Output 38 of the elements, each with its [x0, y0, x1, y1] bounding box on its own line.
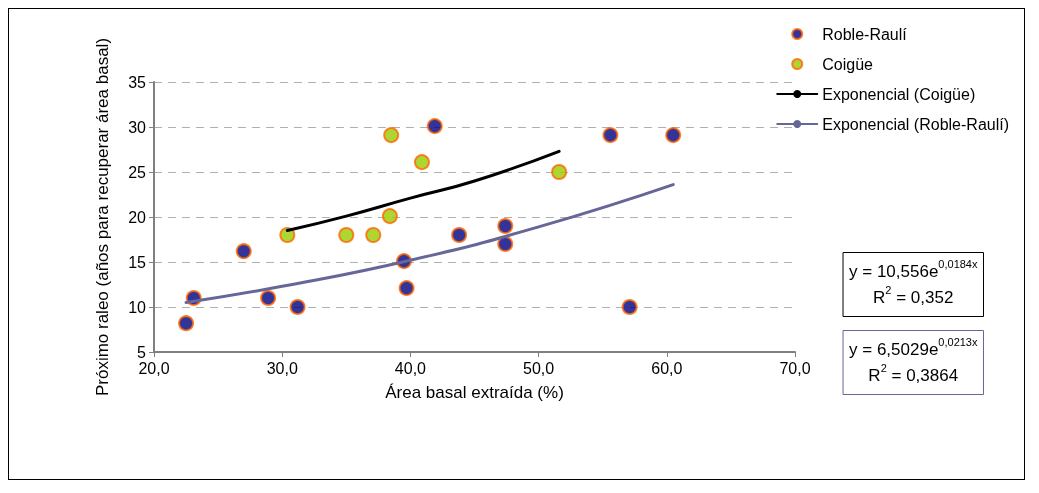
y-axis-title: Próximo raleo (años para recuperar área basal): [92, 37, 112, 397]
x-tick-label: 30,0: [266, 359, 298, 377]
point: [413, 154, 430, 171]
legend-label: Roble-Raulí: [822, 25, 908, 43]
legend-label: Coigüe: [822, 55, 874, 73]
y-tick-label: 5: [137, 343, 147, 361]
point: [621, 299, 638, 315]
point: [665, 127, 682, 144]
point: [338, 227, 355, 243]
point: [497, 218, 514, 234]
x-tick-label: 50,0: [523, 359, 555, 377]
y-tick-label: 20: [128, 208, 147, 226]
point: [235, 243, 252, 260]
point: [426, 118, 443, 135]
y-tick-label: 15: [128, 253, 147, 271]
point: [451, 227, 468, 243]
point: [497, 236, 514, 252]
x-tick-label: 70,0: [779, 359, 811, 377]
point: [260, 290, 277, 306]
point: [383, 127, 400, 144]
y-tick-label: 30: [128, 118, 147, 136]
legend-label: Exponencial (Coigüe): [822, 85, 976, 103]
x-tick-label: 20,0: [138, 359, 170, 377]
x-axis-title: Área basal extraída (%): [385, 383, 564, 402]
legend-label: Exponencial (Roble-Raulí): [822, 115, 1010, 133]
point: [551, 164, 568, 180]
y-tick-label: 10: [128, 298, 147, 316]
point: [398, 280, 415, 297]
point: [178, 315, 195, 332]
x-tick-label: 60,0: [651, 359, 683, 377]
point: [381, 208, 398, 225]
point: [365, 227, 382, 243]
point: [602, 127, 619, 144]
line-series: [184, 183, 675, 304]
y-tick-label: 35: [128, 73, 147, 91]
y-tick-label: 25: [128, 163, 147, 181]
x-tick-label: 40,0: [394, 359, 427, 377]
point: [289, 299, 306, 315]
